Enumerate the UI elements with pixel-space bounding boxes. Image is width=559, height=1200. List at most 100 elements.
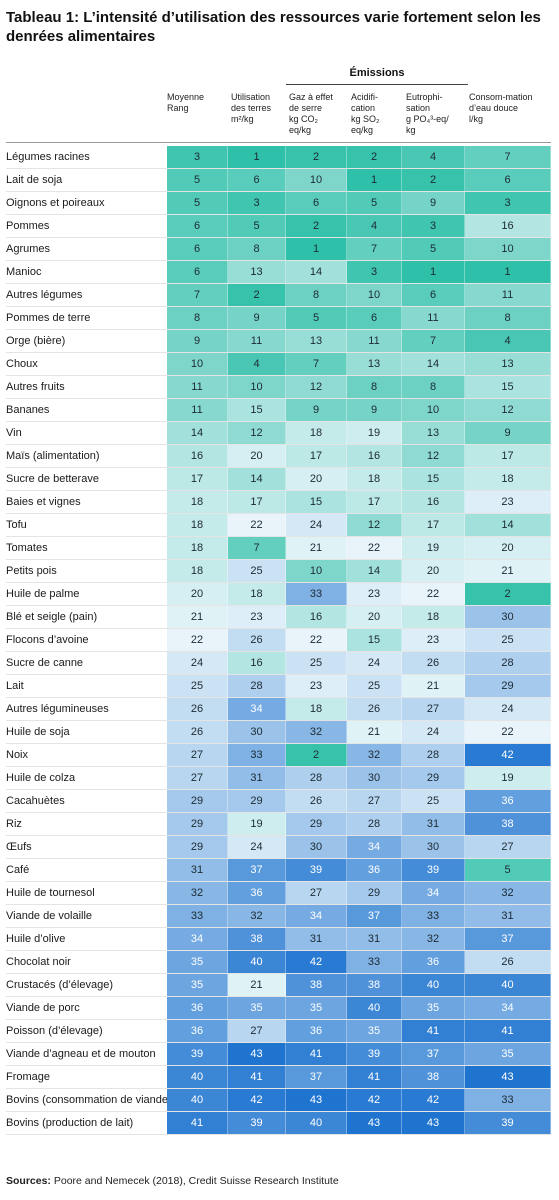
row-divider bbox=[6, 927, 551, 928]
heatmap-cell-eau: 13 bbox=[465, 353, 551, 375]
row-divider bbox=[6, 536, 551, 537]
row-label: Lait de soja bbox=[6, 174, 63, 186]
heatmap-cell-eutro: 22 bbox=[402, 583, 465, 605]
table-row: Légumes racines 3 1 2 2 4 7 bbox=[0, 146, 559, 169]
row-label: Huile de palme bbox=[6, 588, 80, 600]
heatmap-cell-acid: 13 bbox=[347, 353, 402, 375]
heatmap-cell-eutro: 7 bbox=[402, 330, 465, 352]
heatmap-cell-ges: 10 bbox=[286, 560, 347, 582]
heatmap-cell-acid: 22 bbox=[347, 537, 402, 559]
heatmap-cell-ges: 23 bbox=[286, 675, 347, 697]
column-header-rang: Moyenne Rang bbox=[167, 92, 204, 114]
row-label: Sucre de betterave bbox=[6, 473, 99, 485]
heatmap-table: Légumes racines 3 1 2 2 4 7 Lait de soja 5 6 10 1 2 6… bbox=[0, 146, 559, 1135]
table-row: Bovins (consommation de viande) 40 42 43 42 4… bbox=[0, 1089, 559, 1112]
heatmap-cell-ges: 2 bbox=[286, 146, 347, 168]
row-label: Sucre de canne bbox=[6, 657, 84, 669]
heatmap-cell-terres: 12 bbox=[228, 422, 286, 444]
heatmap-cell-rang: 33 bbox=[167, 905, 228, 927]
heatmap-cell-terres: 3 bbox=[228, 192, 286, 214]
heatmap-cell-eau: 25 bbox=[465, 629, 551, 651]
table-row: Lait de soja 5 6 10 1 2 6 bbox=[0, 169, 559, 192]
heatmap-cell-eutro: 38 bbox=[402, 1066, 465, 1088]
heatmap-cell-eau: 5 bbox=[465, 859, 551, 881]
heatmap-cell-eau: 21 bbox=[465, 560, 551, 582]
table-row: Huile d’olive 34 38 31 31 32 37 bbox=[0, 928, 559, 951]
heatmap-cell-rang: 18 bbox=[167, 537, 228, 559]
row-label: Bovins (consommation de viande) bbox=[6, 1094, 172, 1106]
row-divider bbox=[6, 237, 551, 238]
heatmap-cell-terres: 30 bbox=[228, 721, 286, 743]
heatmap-cell-rang: 34 bbox=[167, 928, 228, 950]
heatmap-cell-eau: 41 bbox=[465, 1020, 551, 1042]
heatmap-cell-terres: 35 bbox=[228, 997, 286, 1019]
heatmap-cell-acid: 37 bbox=[347, 905, 402, 927]
column-header-line: Utilisation bbox=[231, 92, 271, 102]
heatmap-cell-ges: 41 bbox=[286, 1043, 347, 1065]
heatmap-cell-ges: 43 bbox=[286, 1089, 347, 1111]
heatmap-cell-terres: 42 bbox=[228, 1089, 286, 1111]
heatmap-cell-eutro: 12 bbox=[402, 445, 465, 467]
heatmap-cell-terres: 25 bbox=[228, 560, 286, 582]
table-row: Pommes 6 5 2 4 3 16 bbox=[0, 215, 559, 238]
heatmap-cell-acid: 18 bbox=[347, 468, 402, 490]
heatmap-cell-ges: 2 bbox=[286, 215, 347, 237]
row-divider bbox=[6, 766, 551, 767]
heatmap-cell-terres: 6 bbox=[228, 169, 286, 191]
heatmap-cell-eutro: 30 bbox=[402, 836, 465, 858]
emissions-group-header: Émissions bbox=[349, 67, 405, 79]
column-header-line: Rang bbox=[167, 103, 189, 113]
heatmap-cell-ges: 2 bbox=[286, 744, 347, 766]
heatmap-cell-ges: 37 bbox=[286, 1066, 347, 1088]
heatmap-cell-acid: 7 bbox=[347, 238, 402, 260]
heatmap-cell-eau: 20 bbox=[465, 537, 551, 559]
heatmap-cell-terres: 1 bbox=[228, 146, 286, 168]
table-row: Poisson (d’élevage) 36 27 36 35 41 41 bbox=[0, 1020, 559, 1043]
row-divider bbox=[6, 881, 551, 882]
heatmap-cell-acid: 40 bbox=[347, 997, 402, 1019]
table-row: Sucre de canne 24 16 25 24 26 28 bbox=[0, 652, 559, 675]
heatmap-cell-eutro: 41 bbox=[402, 1020, 465, 1042]
heatmap-cell-eutro: 16 bbox=[402, 491, 465, 513]
heatmap-cell-eau: 22 bbox=[465, 721, 551, 743]
heatmap-cell-terres: 4 bbox=[228, 353, 286, 375]
row-divider bbox=[6, 490, 551, 491]
heatmap-cell-acid: 42 bbox=[347, 1089, 402, 1111]
chart-title: Tableau 1: L’intensité d’utilisation des… bbox=[6, 9, 541, 45]
heatmap-cell-rang: 40 bbox=[167, 1066, 228, 1088]
heatmap-cell-rang: 24 bbox=[167, 652, 228, 674]
table-row: Agrumes 6 8 1 7 5 10 bbox=[0, 238, 559, 261]
heatmap-cell-eau: 32 bbox=[465, 882, 551, 904]
row-label: Tomates bbox=[6, 542, 48, 554]
heatmap-cell-eutro: 20 bbox=[402, 560, 465, 582]
heatmap-cell-ges: 39 bbox=[286, 859, 347, 881]
heatmap-cell-eutro: 17 bbox=[402, 514, 465, 536]
heatmap-cell-acid: 9 bbox=[347, 399, 402, 421]
row-label: Viande de porc bbox=[6, 1002, 80, 1014]
heatmap-cell-terres: 39 bbox=[228, 1112, 286, 1134]
heatmap-cell-eutro: 31 bbox=[402, 813, 465, 835]
heatmap-cell-eutro: 26 bbox=[402, 652, 465, 674]
column-header-line: eq/kg bbox=[289, 125, 312, 135]
heatmap-cell-ges: 20 bbox=[286, 468, 347, 490]
heatmap-cell-acid: 29 bbox=[347, 882, 402, 904]
heatmap-cell-ges: 33 bbox=[286, 583, 347, 605]
heatmap-cell-terres: 15 bbox=[228, 399, 286, 421]
column-header-line: Eutrophi- bbox=[406, 92, 443, 102]
heatmap-cell-terres: 14 bbox=[228, 468, 286, 490]
heatmap-cell-rang: 6 bbox=[167, 238, 228, 260]
heatmap-cell-acid: 5 bbox=[347, 192, 402, 214]
row-divider bbox=[6, 789, 551, 790]
heatmap-cell-eau: 31 bbox=[465, 905, 551, 927]
heatmap-cell-rang: 29 bbox=[167, 790, 228, 812]
table-row: Sucre de betterave 17 14 20 18 15 18 bbox=[0, 468, 559, 491]
heatmap-cell-terres: 13 bbox=[228, 261, 286, 283]
heatmap-cell-eutro: 39 bbox=[402, 859, 465, 881]
row-divider bbox=[6, 858, 551, 859]
heatmap-cell-ges: 34 bbox=[286, 905, 347, 927]
heatmap-cell-terres: 19 bbox=[228, 813, 286, 835]
heatmap-cell-eutro: 9 bbox=[402, 192, 465, 214]
heatmap-cell-rang: 7 bbox=[167, 284, 228, 306]
row-label: Manioc bbox=[6, 266, 42, 278]
heatmap-cell-terres: 21 bbox=[228, 974, 286, 996]
